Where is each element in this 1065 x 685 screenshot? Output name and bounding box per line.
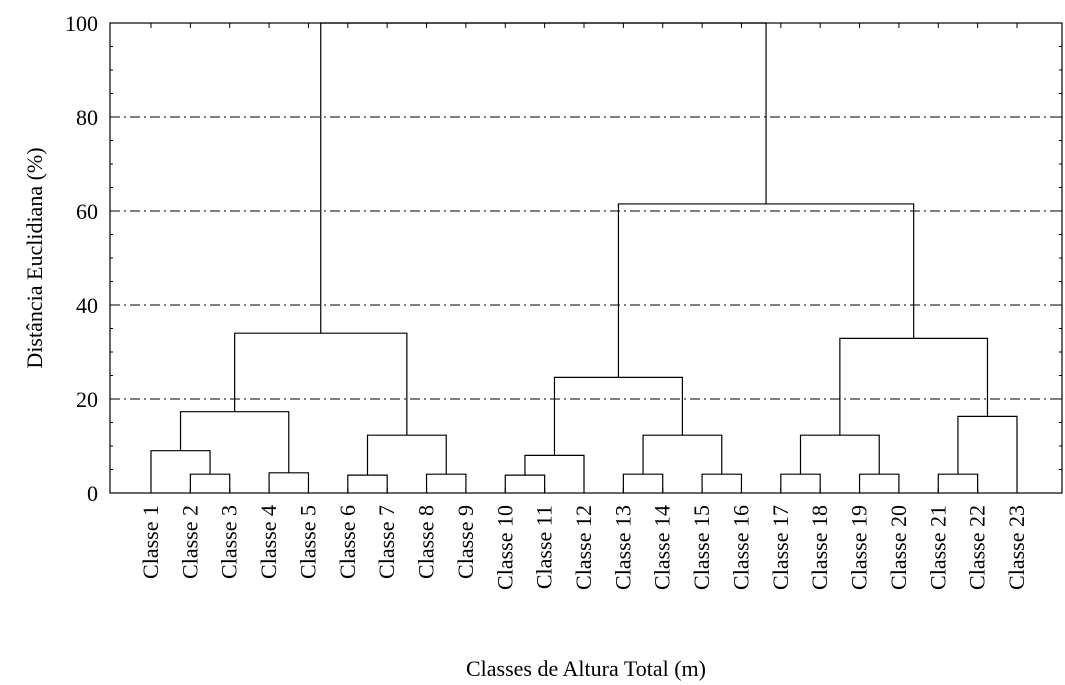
x-tick-label: Classe 10: [492, 505, 517, 590]
x-tick-label: Classe 17: [768, 505, 793, 590]
x-tick-label: Classe 19: [847, 505, 872, 590]
x-tick-label: Classe 7: [374, 505, 399, 579]
dendrogram-link: [366, 434, 447, 476]
dendrogram-link: [957, 415, 1018, 493]
y-tick-label: 40: [76, 293, 98, 318]
x-tick-label: Classe 9: [453, 505, 478, 579]
x-tick-label: Classe 20: [886, 505, 911, 590]
x-tick-label: Classe 12: [571, 505, 596, 590]
x-tick-label: Classe 8: [414, 505, 439, 579]
x-tick-label: Classe 18: [807, 505, 832, 590]
x-axis-title: Classes de Altura Total (m): [466, 656, 706, 681]
y-tick-label: 100: [65, 11, 98, 36]
dendrogram-link: [425, 473, 467, 493]
dendrogram-link: [268, 472, 310, 493]
x-tick-label: Classe 15: [689, 505, 714, 590]
x-tick-label: Classe 3: [217, 505, 242, 579]
dendrogram-link: [780, 473, 821, 493]
dendrogram-link: [320, 22, 767, 334]
dendrogram-link: [553, 376, 684, 456]
dendrogram-link: [622, 473, 664, 493]
y-tick-label: 20: [76, 387, 98, 412]
x-tick-label: Classe 23: [1004, 505, 1029, 590]
x-tick-label: Classe 22: [965, 505, 990, 590]
dendrogram-link: [937, 473, 979, 493]
x-tick-label: Classe 13: [610, 505, 635, 590]
dendrogram-link: [858, 473, 900, 493]
dendrogram-link: [150, 450, 211, 493]
dendrogram-link: [179, 411, 290, 473]
y-tick-label: 60: [76, 199, 98, 224]
dendrogram-link: [234, 332, 408, 436]
x-tick-label: Classe 2: [177, 505, 202, 579]
dendrogram-link: [524, 454, 585, 493]
x-axis: Classe 1 Classe 2 Classe 3 Classe 4 Classe 5…: [138, 23, 1029, 590]
plot-frame: [109, 22, 1063, 494]
dendrogram-links: [150, 22, 1018, 493]
y-axis-title: Distância Euclidiana (%): [22, 147, 47, 368]
dendrogram-link: [504, 474, 546, 493]
x-tick-label: Classe 21: [925, 505, 950, 590]
y-tick-label: 0: [87, 481, 98, 506]
dendrogram-link: [617, 203, 915, 378]
y-tick-label: 80: [76, 105, 98, 130]
dendrogram-link: [839, 337, 989, 436]
dendrogram-link: [642, 434, 723, 475]
x-tick-label: Classe 4: [256, 505, 281, 579]
y-axis: 0 20 40 60 80 100: [65, 11, 1062, 506]
dendrogram-link: [799, 434, 880, 475]
x-tick-label: Classe 1: [138, 505, 163, 579]
x-tick-label: Classe 11: [532, 505, 557, 589]
x-tick-label: Classe 6: [335, 505, 360, 579]
dendrogram-link: [701, 473, 743, 493]
x-tick-label: Classe 14: [650, 505, 675, 590]
dendrogram-link: [347, 474, 388, 493]
dendrogram-link: [189, 473, 231, 493]
grid-lines: [110, 116, 1062, 400]
x-tick-label: Classe 5: [295, 505, 320, 579]
x-tick-label: Classe 16: [728, 505, 753, 590]
